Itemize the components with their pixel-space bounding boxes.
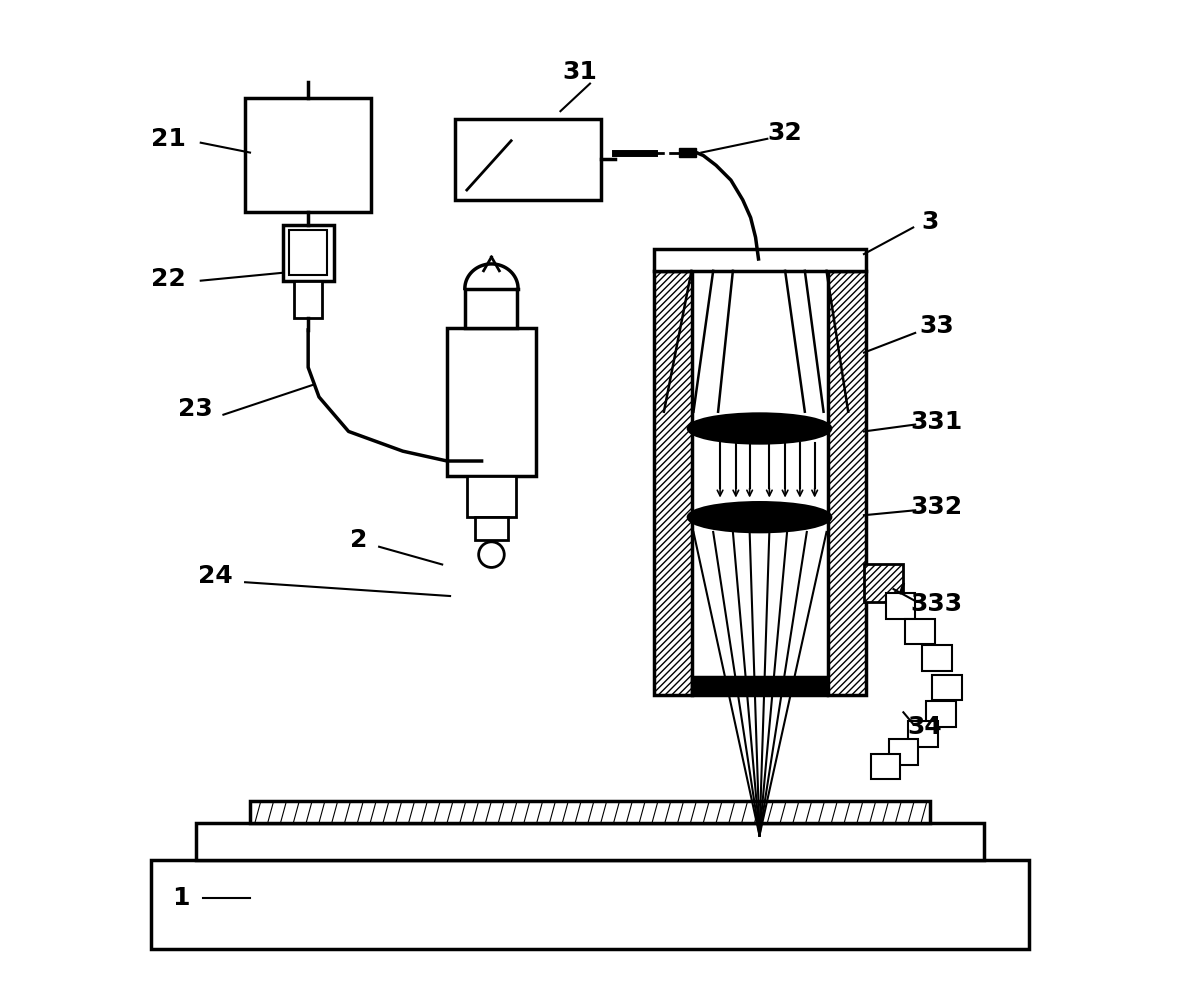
Bar bbox=[926, 702, 956, 727]
Bar bbox=[932, 675, 962, 701]
Text: 31: 31 bbox=[563, 59, 597, 84]
Text: 23: 23 bbox=[178, 396, 214, 421]
Bar bbox=[455, 119, 601, 200]
Ellipse shape bbox=[688, 502, 831, 532]
Bar bbox=[922, 645, 951, 671]
Bar bbox=[864, 565, 904, 602]
Bar bbox=[654, 271, 691, 695]
Ellipse shape bbox=[688, 413, 831, 443]
Bar bbox=[465, 288, 517, 328]
Bar bbox=[250, 801, 930, 823]
Text: 33: 33 bbox=[919, 314, 955, 338]
Bar bbox=[905, 618, 935, 644]
Bar bbox=[245, 98, 372, 212]
Bar bbox=[289, 231, 327, 275]
Text: 2: 2 bbox=[349, 528, 367, 552]
Bar bbox=[678, 148, 696, 158]
Bar bbox=[282, 225, 334, 280]
Bar bbox=[828, 271, 866, 695]
Bar bbox=[889, 739, 918, 764]
Text: 332: 332 bbox=[911, 496, 963, 519]
Text: 333: 333 bbox=[911, 592, 963, 615]
Bar bbox=[654, 249, 866, 271]
Text: 3: 3 bbox=[922, 209, 938, 234]
Bar bbox=[871, 754, 900, 779]
Bar bbox=[909, 721, 938, 747]
Bar bbox=[886, 593, 916, 618]
Bar bbox=[151, 860, 1029, 948]
Text: 21: 21 bbox=[151, 127, 185, 151]
Bar bbox=[447, 328, 536, 476]
Bar bbox=[474, 517, 509, 540]
Bar bbox=[196, 823, 984, 860]
Bar bbox=[294, 280, 322, 318]
Text: 1: 1 bbox=[172, 886, 190, 910]
Text: 331: 331 bbox=[911, 409, 963, 434]
Text: 32: 32 bbox=[768, 121, 802, 145]
Bar bbox=[691, 677, 826, 695]
Text: 34: 34 bbox=[907, 716, 943, 739]
Bar bbox=[467, 476, 516, 517]
Text: 22: 22 bbox=[151, 267, 185, 290]
Text: 24: 24 bbox=[198, 564, 232, 589]
